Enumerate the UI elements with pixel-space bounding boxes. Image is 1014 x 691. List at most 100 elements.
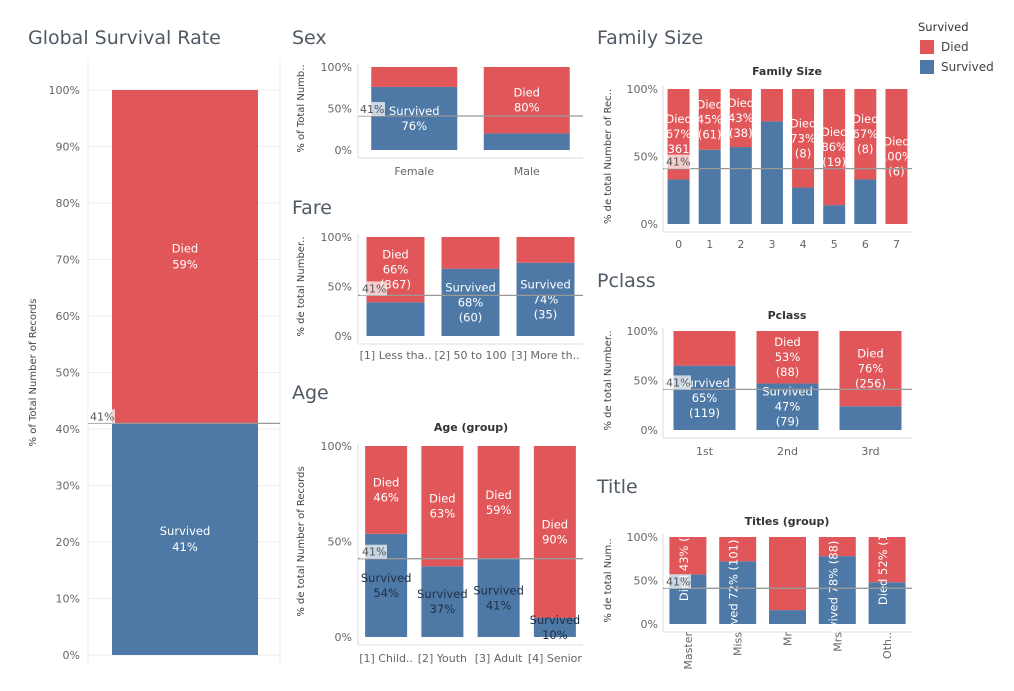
age-reference-label: 41% <box>362 546 386 559</box>
pclass-label-died: (88) <box>776 365 800 379</box>
fare-reference-bg <box>360 281 387 296</box>
pclass-label-died: 76% <box>858 362 884 376</box>
fare-bar-survived[interactable] <box>366 302 425 336</box>
pclass-xtick: 2nd <box>777 445 798 458</box>
pclass-reference-label: 41% <box>666 376 690 389</box>
age-bar-died[interactable] <box>421 446 464 567</box>
age-bar-died[interactable] <box>533 446 576 618</box>
family-bar-survived[interactable] <box>792 187 815 224</box>
family-bar-died[interactable] <box>729 89 752 148</box>
sex-bar-died[interactable] <box>371 67 458 87</box>
age-ylabel: % de total Number of Records <box>296 466 307 616</box>
pclass-label-survived: (119) <box>689 406 720 420</box>
title-bar-died[interactable] <box>719 537 757 562</box>
family-bar-died[interactable] <box>698 89 721 150</box>
global-reference-bg <box>88 409 115 424</box>
pclass-bar-died[interactable] <box>673 331 736 366</box>
title-bar-died[interactable] <box>769 537 806 611</box>
fare-reference-label: 41% <box>362 282 386 295</box>
family-xtick: 5 <box>831 238 838 251</box>
age-bar-died[interactable] <box>477 446 520 559</box>
family-label-died: (61) <box>698 127 722 141</box>
family-bar-died[interactable] <box>885 89 908 224</box>
family-bar-survived[interactable] <box>823 205 846 224</box>
family-bar-survived[interactable] <box>760 121 783 224</box>
title-bar-survived[interactable] <box>868 582 906 624</box>
fare-label-survived: 68% <box>458 295 484 309</box>
fare-bar-died[interactable] <box>441 237 500 269</box>
legend: Survived Died Survived <box>918 20 994 74</box>
family-bar-survived[interactable] <box>854 179 877 224</box>
global-title: Global Survival Rate <box>28 27 221 49</box>
sex-ylabel: % of Total Numb.. <box>296 64 307 152</box>
fare-bar-survived[interactable] <box>516 262 575 336</box>
sex-reference-label: 41% <box>360 103 384 116</box>
title-bar-survived[interactable] <box>719 561 757 624</box>
global-ytick: 100% <box>49 84 80 97</box>
family-subtitle: Family Size <box>752 65 822 78</box>
family-bar-died[interactable] <box>792 89 815 188</box>
sex-bar-survived[interactable] <box>483 133 570 150</box>
global-ytick: 30% <box>56 480 80 493</box>
fare-label-survived: Survived <box>520 277 571 291</box>
sex-label-survived: 76% <box>401 119 427 133</box>
title-chart: Title Titles (group) 0% 50% 100% % de total N… <box>596 476 912 670</box>
age-label-died: Died <box>485 488 511 502</box>
pclass-bar-survived[interactable] <box>839 406 902 430</box>
title-bar-died[interactable] <box>669 537 707 575</box>
pclass-ytick: 100% <box>627 325 658 338</box>
global-bar-survived[interactable] <box>112 423 258 655</box>
title-ytick: 0% <box>641 618 658 631</box>
global-ylabel: % of Total Number of Records <box>28 299 39 447</box>
fare-bar-survived[interactable] <box>441 268 500 336</box>
family-label-died: Died <box>728 96 754 110</box>
pclass-bar-survived[interactable] <box>756 383 819 430</box>
pclass-reference-bg <box>664 375 691 390</box>
fare-ytick: 100% <box>321 231 352 244</box>
pclass-bar-died[interactable] <box>756 331 819 384</box>
family-chart: Family Size Family Size 0% 50% 100% % de tota… <box>597 27 913 251</box>
pclass-bar-died[interactable] <box>839 331 902 407</box>
fare-label-died: (367) <box>380 278 411 292</box>
title-ytick: 100% <box>627 531 658 544</box>
sex-xtick: Male <box>514 165 540 178</box>
sex-bar-died[interactable] <box>483 67 570 134</box>
age-bar-survived[interactable] <box>533 617 576 637</box>
family-xtick: 2 <box>737 238 744 251</box>
age-ytick: 100% <box>321 440 352 453</box>
fare-bar-died[interactable] <box>516 237 575 263</box>
title-bar-died[interactable] <box>868 537 906 583</box>
family-title: Family Size <box>597 27 703 49</box>
title-label-died: Died 52% (14) <box>876 522 890 605</box>
title-bar-survived[interactable] <box>818 556 856 624</box>
age-bar-died[interactable] <box>365 446 408 534</box>
pclass-label-survived: Survived <box>762 385 813 399</box>
title-bar-died[interactable] <box>818 537 856 557</box>
title-bar-survived[interactable] <box>769 610 806 624</box>
family-bar-died[interactable] <box>823 89 846 206</box>
age-xtick: [4] Senior <box>528 652 583 665</box>
family-xtick: 1 <box>706 238 713 251</box>
age-bar-survived[interactable] <box>477 558 520 637</box>
family-bar-died[interactable] <box>760 89 783 122</box>
family-bar-survived[interactable] <box>729 147 752 224</box>
legend-title: Survived <box>918 20 969 34</box>
pclass-label-survived: (79) <box>776 415 800 429</box>
legend-swatch-died[interactable] <box>920 40 934 54</box>
sex-bar-survived[interactable] <box>371 86 458 150</box>
family-xtick: 7 <box>893 238 900 251</box>
global-bar-died[interactable] <box>112 90 258 424</box>
family-bar-survived[interactable] <box>667 179 690 224</box>
global-ytick: 0% <box>63 649 80 662</box>
family-bar-survived[interactable] <box>698 149 721 224</box>
family-bar-died[interactable] <box>854 89 877 180</box>
family-label-died: 43% <box>728 111 754 125</box>
age-label-survived: Survived <box>417 587 468 601</box>
age-label-survived: 41% <box>486 598 512 612</box>
age-bar-survived[interactable] <box>421 566 464 637</box>
family-label-died: 100% <box>880 150 913 164</box>
global-ytick: 50% <box>56 367 80 380</box>
sex-label-died: Died <box>514 86 540 100</box>
pclass-label-died: 53% <box>775 350 801 364</box>
legend-swatch-survived[interactable] <box>920 60 934 74</box>
